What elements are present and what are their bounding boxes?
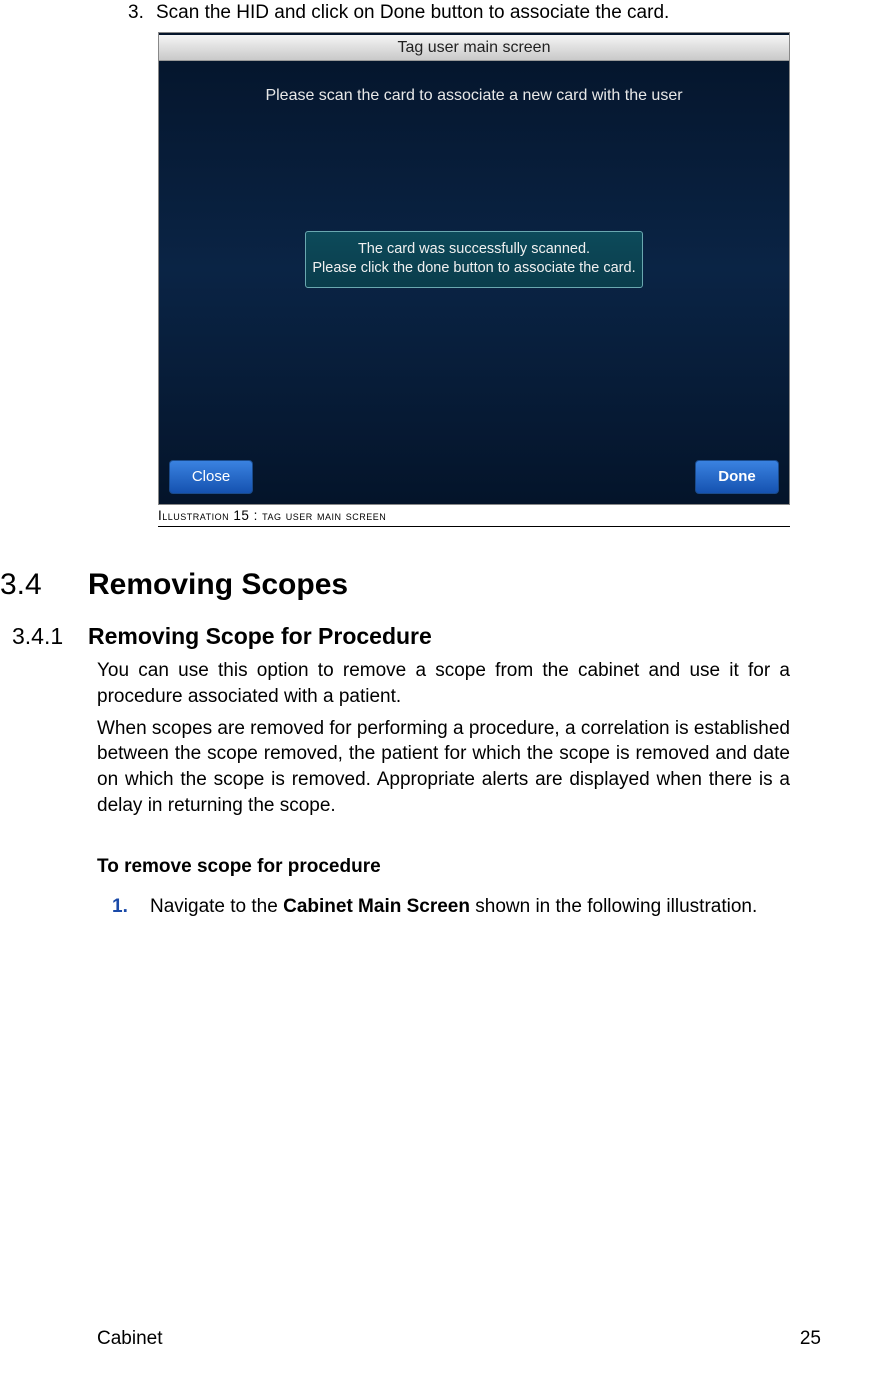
done-button[interactable]: Done	[695, 460, 779, 494]
page-footer: Cabinet 25	[97, 1326, 821, 1352]
tag-user-main-screen: Tag user main screen Please scan the car…	[158, 32, 790, 505]
step-3: 3.Scan the HID and click on Done button …	[128, 0, 881, 26]
caption-prefix: Illustration 15 :	[158, 508, 262, 523]
tag-screen-subtitle: Please scan the card to associate a new …	[159, 85, 789, 107]
section-3-4-heading: 3.4 Removing Scopes	[0, 565, 881, 606]
illustration-caption: Illustration 15 : tag user main screen	[158, 507, 790, 527]
close-button[interactable]: Close	[169, 460, 253, 494]
scan-msg-line2: Please click the done button to associat…	[312, 259, 636, 279]
step-3-text: Scan the HID and click on Done button to…	[156, 2, 669, 23]
caption-rest: tag user main screen	[262, 508, 386, 523]
paragraph-2: When scopes are removed for performing a…	[97, 716, 790, 819]
sec-3-4-1-number: 3.4.1	[0, 621, 88, 652]
paragraph-1: You can use this option to remove a scop…	[97, 658, 790, 709]
page: 3.Scan the HID and click on Done button …	[0, 0, 881, 1382]
illustration-wrap: Tag user main screen Please scan the car…	[158, 32, 790, 527]
footer-left: Cabinet	[97, 1326, 163, 1352]
procedure-heading: To remove scope for procedure	[97, 854, 881, 880]
tag-screen-title: Tag user main screen	[159, 35, 789, 61]
scan-msg-line1: The card was successfully scanned.	[312, 240, 636, 260]
sec-3-4-title: Removing Scopes	[88, 565, 348, 606]
scan-success-popup: The card was successfully scanned. Pleas…	[305, 231, 643, 288]
sec-3-4-1-title: Removing Scope for Procedure	[88, 621, 432, 652]
section-3-4-1-heading: 3.4.1 Removing Scope for Procedure	[0, 621, 881, 652]
procedure-step-1: 1.Navigate to the Cabinet Main Screen sh…	[112, 894, 790, 920]
step-3-number: 3.	[128, 0, 156, 26]
step-1-after: shown in the following illustration.	[470, 896, 757, 917]
step-1-before: Navigate to the	[150, 896, 283, 917]
sec-3-4-number: 3.4	[0, 565, 88, 606]
step-1-bold: Cabinet Main Screen	[283, 896, 470, 917]
footer-right: 25	[800, 1326, 821, 1352]
step-1-number: 1.	[112, 894, 150, 920]
